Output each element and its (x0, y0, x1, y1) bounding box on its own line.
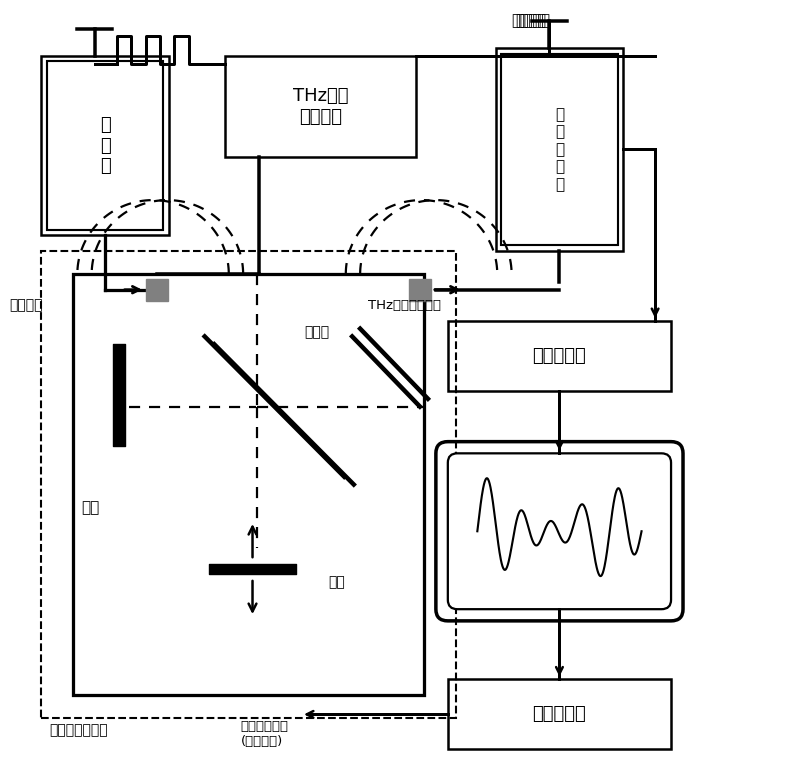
Bar (448, 680, 671, 749)
Text: 分束器: 分束器 (304, 325, 330, 339)
Bar (409, 279, 431, 300)
Bar (496, 48, 623, 251)
Bar (448, 321, 671, 391)
Bar (225, 56, 416, 157)
Text: 控制动镜位置
(步进扫描): 控制动镜位置 (步进扫描) (241, 720, 289, 748)
Text: 动镜: 动镜 (328, 575, 345, 589)
Text: 锁相放大器: 锁相放大器 (533, 347, 586, 365)
FancyBboxPatch shape (436, 442, 683, 621)
Bar (47, 62, 163, 230)
Text: 定镜: 定镜 (81, 500, 99, 515)
Text: 液
氨
杜
瓦
瓶: 液 氨 杜 瓦 瓶 (555, 107, 564, 192)
Text: 控制计算机: 控制计算机 (533, 705, 586, 723)
Bar (42, 251, 456, 719)
Bar (42, 56, 169, 235)
Bar (146, 279, 168, 300)
Text: THz源和
调制信号: THz源和 调制信号 (293, 87, 348, 126)
Text: 扰动信号: 扰动信号 (515, 13, 550, 28)
Text: 扰动信号: 扰动信号 (512, 13, 546, 28)
Text: THz量子阱探测器: THz量子阱探测器 (368, 299, 441, 312)
Bar (73, 274, 424, 695)
Text: 待测样品: 待测样品 (10, 298, 43, 312)
Bar (502, 54, 618, 246)
Text: 迈克尔逊干涉仪: 迈克尔逊干涉仪 (50, 723, 108, 737)
FancyBboxPatch shape (448, 454, 671, 609)
Text: 杜
瓦
瓶: 杜 瓦 瓶 (100, 116, 110, 175)
